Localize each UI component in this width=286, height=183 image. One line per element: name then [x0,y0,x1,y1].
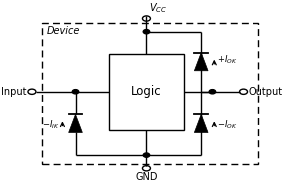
Circle shape [72,90,79,94]
Polygon shape [194,53,208,71]
Text: GND: GND [135,172,158,182]
Bar [42,23,259,164]
Text: $+I_{OK}$: $+I_{OK}$ [217,54,237,66]
Text: $-I_{OK}$: $-I_{OK}$ [217,119,237,131]
Text: Logic: Logic [131,85,162,98]
Text: Device: Device [47,26,80,36]
Polygon shape [69,114,82,132]
Bar [109,54,184,130]
Text: $V_{CC}$: $V_{CC}$ [149,1,167,15]
Polygon shape [194,114,208,132]
Text: Output: Output [249,87,283,97]
Text: Input: Input [1,87,27,97]
Text: $-I_{IK}$: $-I_{IK}$ [43,119,60,131]
Circle shape [143,29,150,34]
Circle shape [143,153,150,157]
Circle shape [209,90,216,94]
